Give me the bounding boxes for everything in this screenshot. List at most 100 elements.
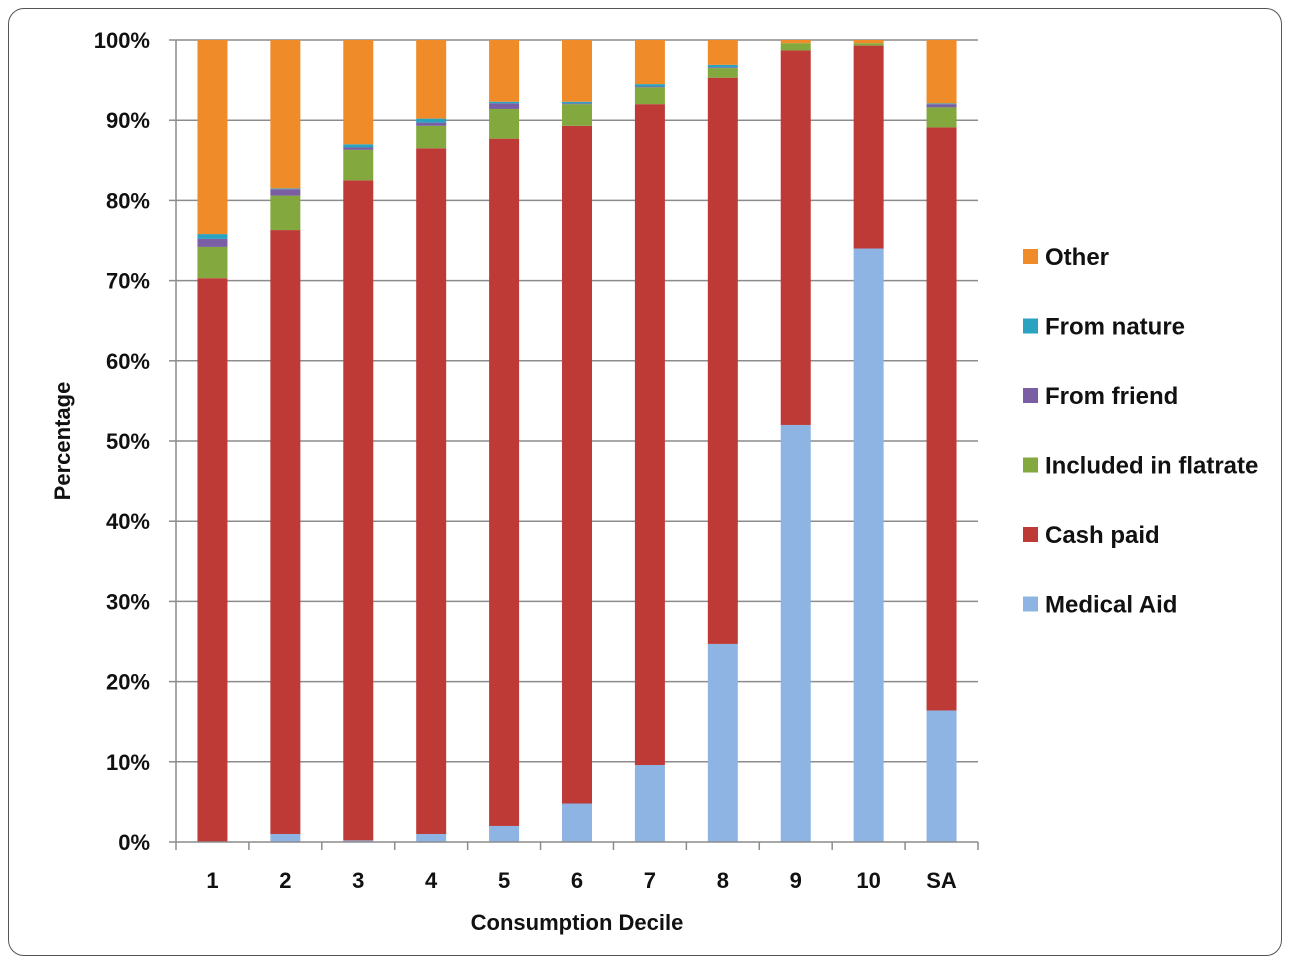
bar-segment-medical-aid-2 bbox=[270, 833, 301, 842]
x-tick-label: 8 bbox=[717, 868, 729, 893]
y-axis-title: Percentage bbox=[50, 382, 75, 501]
bar-segment-other-5 bbox=[489, 40, 520, 102]
x-tick-label: SA bbox=[926, 868, 957, 893]
bar-segment-from-friend-2 bbox=[270, 189, 301, 196]
y-tick-label: 40% bbox=[106, 509, 150, 534]
bar-segment-from-friend-sa bbox=[926, 104, 957, 108]
legend-swatch-other bbox=[1023, 249, 1038, 264]
bar-segment-medical-aid-10 bbox=[853, 248, 884, 842]
bar-segment-cash-paid-10 bbox=[853, 45, 884, 249]
bar-segment-other-10 bbox=[853, 40, 884, 44]
x-tick-labels: 1 2 3 4 5 6 7 8 9 10 SA bbox=[206, 868, 957, 893]
bar-segment-cash-paid-6 bbox=[562, 125, 592, 804]
y-tick-label: 80% bbox=[106, 188, 150, 213]
bar-segment-included-in-flatrate-sa bbox=[926, 107, 957, 128]
bar-segment-from-nature-8 bbox=[707, 64, 738, 68]
bar-segment-included-in-flatrate-5 bbox=[489, 108, 520, 139]
bar-segment-other-7 bbox=[634, 40, 665, 85]
y-tick-label: 20% bbox=[106, 670, 150, 695]
bar-segment-other-1 bbox=[197, 40, 228, 235]
legend-label-included-in-flatrate: Included in flatrate bbox=[1045, 453, 1258, 480]
bar-segment-included-in-flatrate-3 bbox=[343, 149, 374, 181]
x-tick-label: 2 bbox=[279, 868, 291, 893]
y-tick-label: 70% bbox=[106, 269, 150, 294]
legend: Other From nature From friend Included in f… bbox=[1023, 244, 1258, 619]
y-tick-label: 50% bbox=[106, 429, 150, 454]
y-tick-label: 30% bbox=[106, 589, 150, 614]
legend-label-from-friend: From friend bbox=[1045, 383, 1178, 410]
y-tick-labels: 0% 10% 20% 30% 40% 50% 60% 70% 80% 90% 100% bbox=[94, 28, 150, 855]
y-tick-label: 0% bbox=[118, 830, 150, 855]
bar-segment-from-friend-1 bbox=[197, 238, 228, 247]
legend-label-other: Other bbox=[1045, 244, 1109, 271]
y-tick-label: 10% bbox=[106, 750, 150, 775]
axes bbox=[169, 39, 979, 850]
bar-segment-medical-aid-8 bbox=[707, 643, 738, 842]
bars bbox=[197, 40, 957, 843]
bar-segment-cash-paid-3 bbox=[343, 180, 374, 841]
bar-segment-cash-paid-2 bbox=[270, 230, 301, 834]
bar-segment-from-nature-2 bbox=[270, 188, 301, 190]
bar-segment-medical-aid-6 bbox=[562, 803, 592, 842]
x-tick-label: 7 bbox=[644, 868, 656, 893]
bar-segment-cash-paid-4 bbox=[416, 148, 447, 834]
bar-segment-medical-aid-3 bbox=[343, 840, 374, 842]
bar-segment-included-in-flatrate-8 bbox=[707, 68, 738, 78]
bar-segment-other-9 bbox=[780, 40, 811, 44]
bar-segment-from-nature-4 bbox=[416, 118, 447, 123]
bar-segment-other-2 bbox=[270, 40, 301, 189]
x-tick-label: 10 bbox=[856, 868, 880, 893]
x-tick-label: 3 bbox=[352, 868, 364, 893]
y-tick-label: 60% bbox=[106, 349, 150, 374]
legend-label-cash-paid: Cash paid bbox=[1045, 522, 1160, 549]
legend-swatch-from-nature bbox=[1023, 318, 1038, 334]
bar-segment-from-friend-6 bbox=[562, 103, 592, 105]
y-tick-label: 90% bbox=[106, 108, 150, 133]
legend-swatch-medical-aid bbox=[1023, 596, 1038, 612]
bar-segment-from-nature-1 bbox=[197, 234, 228, 239]
bar-segment-other-6 bbox=[562, 40, 592, 102]
bar-segment-cash-paid-5 bbox=[489, 138, 520, 826]
bar-segment-included-in-flatrate-1 bbox=[197, 246, 228, 279]
bar-segment-other-8 bbox=[707, 40, 738, 65]
legend-label-from-nature: From nature bbox=[1045, 314, 1185, 341]
bar-segment-medical-aid-5 bbox=[489, 825, 520, 842]
bar-segment-from-nature-sa bbox=[926, 103, 957, 105]
bar-segment-included-in-flatrate-9 bbox=[780, 43, 811, 51]
legend-swatch-from-friend bbox=[1023, 388, 1038, 403]
bar-segment-from-friend-3 bbox=[343, 147, 374, 150]
legend-label-medical-aid: Medical Aid bbox=[1045, 592, 1177, 619]
bar-segment-included-in-flatrate-6 bbox=[562, 104, 592, 126]
bar-segment-included-in-flatrate-4 bbox=[416, 125, 447, 149]
bar-segment-medical-aid-9 bbox=[780, 424, 811, 842]
x-axis-title: Consumption Decile bbox=[471, 910, 684, 935]
x-tick-label: 1 bbox=[206, 868, 218, 893]
bar-segment-other-4 bbox=[416, 40, 447, 119]
legend-swatch-cash-paid bbox=[1023, 527, 1038, 542]
x-tick-label: 6 bbox=[571, 868, 583, 893]
bar-segment-cash-paid-sa bbox=[926, 127, 957, 711]
bar-segment-other-3 bbox=[343, 40, 374, 145]
bar-segment-cash-paid-8 bbox=[707, 77, 738, 644]
bar-segment-cash-paid-1 bbox=[197, 278, 228, 843]
bar-segment-medical-aid-4 bbox=[416, 833, 447, 842]
bar-segment-medical-aid-7 bbox=[634, 765, 665, 842]
bar-segment-from-friend-4 bbox=[416, 122, 447, 126]
bar-segment-from-friend-7 bbox=[634, 86, 665, 88]
y-tick-label: 100% bbox=[94, 28, 150, 53]
bar-segment-from-nature-7 bbox=[634, 84, 665, 87]
x-tick-label: 4 bbox=[425, 868, 438, 893]
bar-segment-other-sa bbox=[926, 40, 957, 104]
bar-segment-included-in-flatrate-2 bbox=[270, 195, 301, 231]
x-tick-label: 5 bbox=[498, 868, 510, 893]
bar-segment-from-nature-6 bbox=[562, 101, 592, 104]
legend-swatch-included-in-flatrate bbox=[1023, 457, 1038, 473]
bar-segment-medical-aid-sa bbox=[926, 710, 957, 842]
bar-segment-cash-paid-7 bbox=[634, 104, 665, 766]
bar-segment-from-nature-5 bbox=[489, 101, 520, 104]
bar-segment-included-in-flatrate-7 bbox=[634, 87, 665, 105]
bar-segment-from-friend-8 bbox=[707, 67, 738, 69]
bar-segment-included-in-flatrate-10 bbox=[853, 43, 884, 46]
bar-segment-from-friend-5 bbox=[489, 103, 520, 109]
